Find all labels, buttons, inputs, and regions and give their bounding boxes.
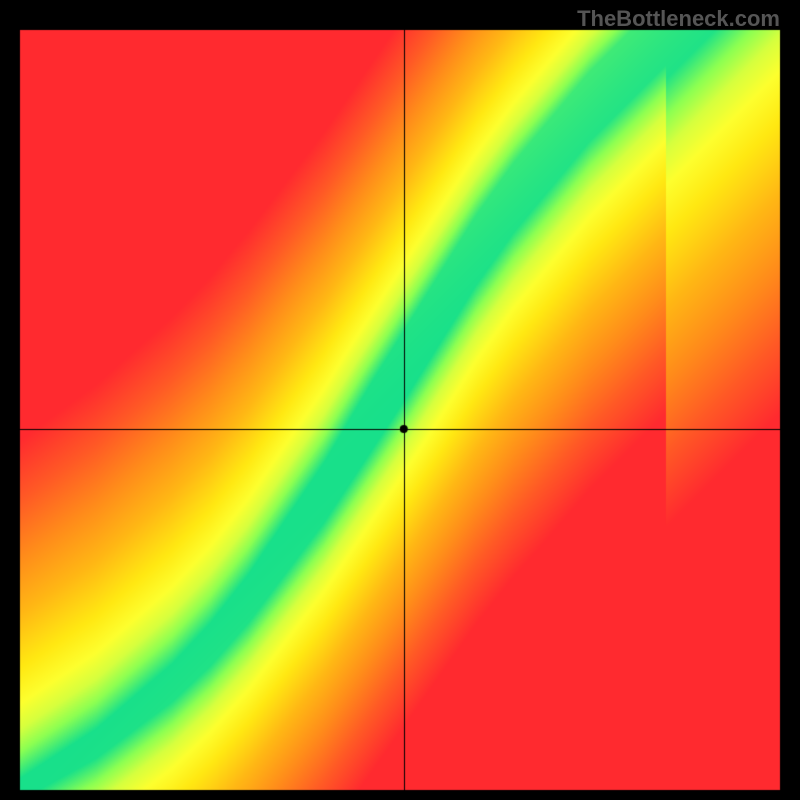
- watermark-text: TheBottleneck.com: [577, 6, 780, 32]
- heatmap-canvas: [0, 0, 800, 800]
- chart-container: TheBottleneck.com: [0, 0, 800, 800]
